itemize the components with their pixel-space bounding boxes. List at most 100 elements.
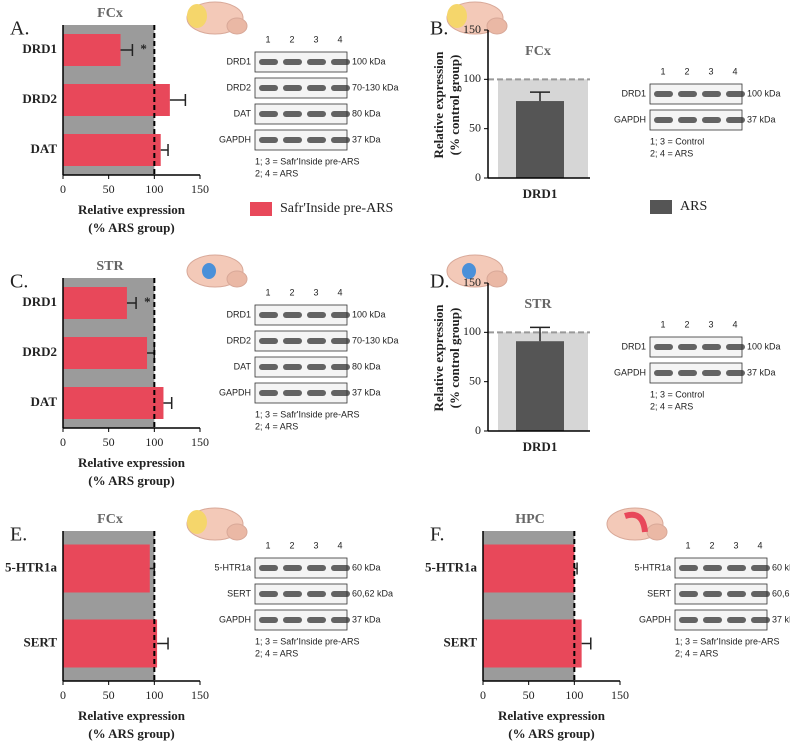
blot-band	[678, 117, 697, 123]
x-tick-label: 150	[191, 435, 209, 449]
lane-number: 3	[313, 34, 318, 44]
panel-letter: B.	[430, 18, 448, 40]
x-tick-label: 0	[60, 435, 66, 449]
size-label: 37 kDa	[352, 134, 381, 144]
protein-label: DRD2	[226, 335, 251, 345]
size-label: 60,62 kDa	[772, 588, 790, 598]
category-label: DRD1	[22, 41, 57, 56]
y-tick-label: 100	[463, 324, 481, 338]
blot-band	[259, 565, 278, 571]
brain-region	[447, 4, 467, 28]
bar	[516, 101, 564, 178]
legend-label: ARS	[680, 199, 707, 214]
x-tick-label: 0	[480, 688, 486, 702]
x-tick-label: 50	[103, 435, 115, 449]
chart-title: FCx	[97, 6, 123, 21]
protein-label: GAPDH	[639, 614, 671, 624]
blot-note: 1; 3 = Safr'Inside pre-ARS	[255, 156, 360, 166]
blot-note: 2; 4 = ARS	[650, 148, 693, 158]
x-tick-label: 0	[60, 688, 66, 702]
bar	[63, 287, 127, 319]
blot-band	[331, 591, 350, 597]
size-label: 70-130 kDa	[352, 82, 399, 92]
lane-number: 2	[289, 540, 294, 550]
bar	[63, 337, 148, 369]
size-label: 100 kDa	[352, 309, 386, 319]
size-label: 80 kDa	[352, 108, 381, 118]
lane-number: 3	[733, 540, 738, 550]
brain-region	[202, 263, 216, 279]
lane-number: 2	[684, 319, 689, 329]
brain-icon	[646, 523, 668, 541]
blot-band	[702, 91, 721, 97]
protein-label: GAPDH	[614, 367, 646, 377]
blot-band	[283, 59, 302, 65]
blot-band	[331, 364, 350, 370]
panel-letter: E.	[10, 524, 27, 546]
blot-band	[307, 85, 326, 91]
blot-band	[726, 91, 745, 97]
category-label: DAT	[31, 394, 58, 409]
size-label: 60,62 kDa	[352, 588, 393, 598]
protein-label: DAT	[234, 361, 252, 371]
size-label: 37 kDa	[772, 614, 790, 624]
category-label: DRD2	[22, 91, 57, 106]
blot-band	[726, 370, 745, 376]
brain-region	[187, 4, 207, 28]
size-label: 100 kDa	[747, 341, 781, 351]
blot-band	[727, 565, 746, 571]
blot-band	[331, 137, 350, 143]
blot-band	[678, 370, 697, 376]
category-label: DRD1	[523, 186, 558, 201]
lane-number: 2	[289, 287, 294, 297]
blot-band	[283, 111, 302, 117]
panel-letter: F.	[430, 524, 445, 546]
y-tick-label: 100	[463, 71, 481, 85]
chart-title: FCx	[525, 44, 551, 59]
category-label: SERT	[443, 634, 477, 649]
blot-band	[307, 617, 326, 623]
blot-band	[331, 390, 350, 396]
x-tick-label: 150	[191, 182, 209, 196]
lane-number: 1	[265, 540, 270, 550]
blot-band	[727, 617, 746, 623]
blot-band	[679, 591, 698, 597]
blot-note: 1; 3 = Control	[650, 389, 704, 399]
chart-title: HPC	[515, 512, 545, 527]
blot-band	[678, 344, 697, 350]
x-axis-label: Relative expression	[498, 708, 606, 723]
blot-band	[331, 59, 350, 65]
bar	[63, 619, 158, 668]
blot-band	[307, 390, 326, 396]
blot-band	[307, 364, 326, 370]
blot-band	[259, 111, 278, 117]
blot-band	[702, 370, 721, 376]
size-label: 60 kDa	[772, 562, 790, 572]
brain-region	[624, 511, 648, 533]
lane-number: 2	[709, 540, 714, 550]
protein-label: DRD1	[226, 56, 251, 66]
size-label: 100 kDa	[352, 56, 386, 66]
blot-band	[307, 137, 326, 143]
protein-label: GAPDH	[219, 134, 251, 144]
chart-title: FCx	[97, 512, 123, 527]
blot-band	[331, 617, 350, 623]
protein-label: GAPDH	[219, 614, 251, 624]
lane-number: 4	[337, 287, 342, 297]
blot-note: 2; 4 = ARS	[255, 421, 298, 431]
blot-band	[307, 338, 326, 344]
lane-number: 1	[660, 66, 665, 76]
lane-number: 1	[265, 34, 270, 44]
x-axis-label: (% ARS group)	[88, 726, 174, 741]
x-tick-label: 50	[103, 182, 115, 196]
panel-letter: C.	[10, 271, 28, 293]
y-tick-label: 50	[469, 373, 481, 387]
blot-band	[259, 390, 278, 396]
lane-number: 1	[660, 319, 665, 329]
blot-band	[307, 59, 326, 65]
x-axis-label: (% ARS group)	[508, 726, 594, 741]
blot-band	[307, 312, 326, 318]
x-tick-label: 50	[523, 688, 535, 702]
blot-band	[726, 344, 745, 350]
